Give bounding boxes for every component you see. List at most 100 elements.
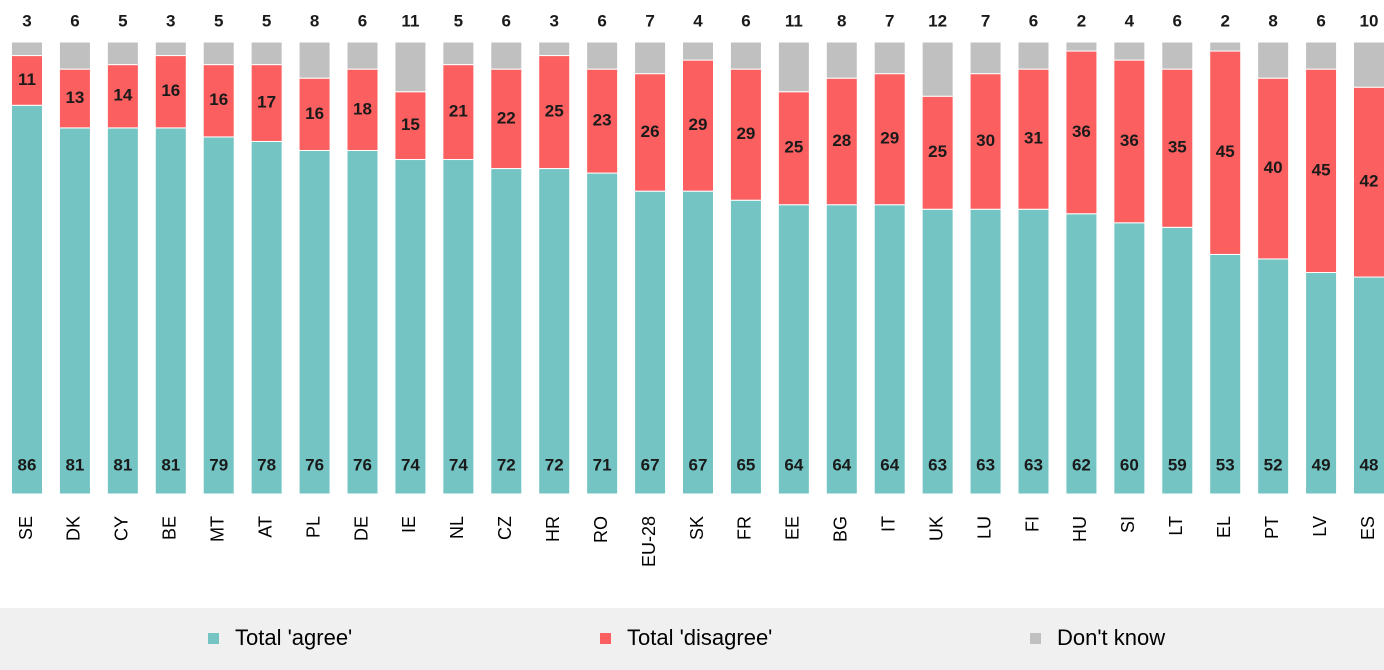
bar-segment [1305,68,1338,274]
x-tick-label: SK [687,516,707,540]
data-label: 6 [597,11,606,30]
data-label: 74 [401,455,420,474]
data-label: 16 [161,81,180,100]
data-label: 81 [113,455,132,474]
bar-segment [1113,41,1146,61]
data-label: 63 [928,455,947,474]
data-label: 14 [113,86,132,105]
bar-segment [11,104,43,495]
x-tick-label: ES [1358,516,1378,540]
legend-label: Don't know [1057,625,1165,650]
data-label: 3 [166,11,175,30]
data-label: 6 [70,11,79,30]
bar-segment [394,91,427,161]
x-tick-label: NL [447,516,467,539]
data-label: 8 [310,11,319,30]
x-tick-label: DK [64,516,84,541]
x-tick-label: PT [1262,516,1282,539]
data-label: 29 [689,115,708,134]
x-tick-label: EE [783,516,803,540]
bar-segment [250,64,283,142]
bar-segment [1065,213,1098,495]
bar-segment [1113,59,1146,224]
data-label: 7 [981,11,990,30]
data-label: 3 [549,11,558,30]
bar-segment [1017,68,1050,210]
data-label: 49 [1312,455,1331,474]
data-label: 74 [449,455,468,474]
data-label: 11 [785,11,803,30]
data-label: 30 [976,131,995,150]
bar-segment [58,127,91,495]
bar-segment [777,41,810,93]
x-tick-label: PL [303,516,323,538]
bar-segment [825,41,858,79]
data-label: 64 [832,455,851,474]
x-tick-label: IT [878,516,898,532]
x-tick-label: LV [1310,516,1330,537]
data-label: 67 [689,455,708,474]
bar-segment [298,77,331,151]
data-label: 36 [1120,131,1139,150]
data-label: 6 [1029,11,1038,30]
bar-segment [250,140,283,495]
x-tick-label: BE [160,516,180,540]
data-label: 45 [1312,160,1331,179]
data-label: 60 [1120,455,1139,474]
data-label: 65 [736,455,755,474]
x-tick-label: SE [16,516,36,540]
bar-segment [1257,77,1290,260]
bar-segment [682,59,714,192]
data-label: 48 [1360,455,1379,474]
x-tick-label: LU [974,516,994,539]
bar-segment [586,68,619,174]
data-label: 52 [1264,455,1283,474]
bar-segment [106,64,139,129]
bar-segment [394,159,427,495]
data-label: 17 [257,93,276,112]
data-label: 6 [358,11,367,30]
bar-segment [11,41,43,57]
x-tick-label: SI [1118,516,1138,533]
data-label: 72 [497,455,516,474]
bar-segment [634,190,667,495]
data-label: 21 [449,102,468,121]
x-tick-label: HU [1070,516,1090,542]
x-tick-label: DE [351,516,371,541]
bar-segment [538,168,571,495]
bar-segment [202,136,235,495]
data-label: 29 [736,124,755,143]
bar-segment [825,77,858,206]
bar-segment [346,41,379,70]
legend-swatch [600,633,611,644]
legend-swatch [1030,633,1041,644]
data-label: 45 [1216,142,1235,161]
data-label: 23 [593,111,612,130]
bar-segment [490,168,523,495]
data-label: 3 [22,11,31,30]
bar-segment [106,41,139,66]
bar-segment [1113,222,1146,495]
bar-segment [682,190,714,495]
legend-swatch [208,633,219,644]
data-label: 4 [1125,11,1135,30]
bar-segment [538,41,571,57]
x-tick-label: CZ [495,516,515,540]
data-label: 81 [161,455,180,474]
data-label: 2 [1220,11,1229,30]
bar-segment [1161,41,1194,70]
bar-segment [1257,41,1290,79]
bar-segment [873,73,906,206]
bar-segment [1065,41,1098,52]
data-label: 16 [209,90,228,109]
data-label: 72 [545,455,564,474]
bar-segment [682,41,714,61]
data-label: 25 [784,138,803,157]
bar-segment [921,41,954,97]
data-label: 8 [837,11,846,30]
x-tick-label: BG [831,516,851,542]
bar-segment [490,41,523,70]
data-label: 42 [1360,172,1379,191]
bar-segment [729,199,762,495]
